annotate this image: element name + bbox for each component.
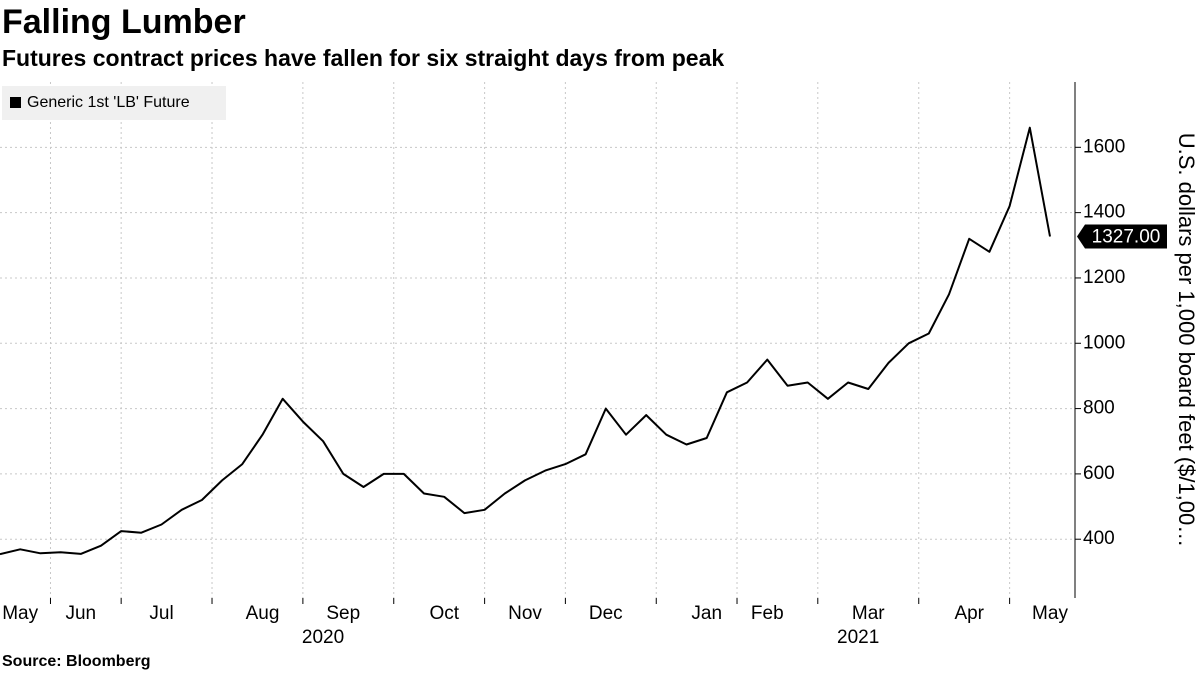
x-tick-label: Jul [149,603,173,624]
y-tick-label: 1000 [1083,332,1125,353]
x-tick-label: Sep [326,603,360,624]
last-value-box [1077,224,1167,249]
y-tick-label: 1200 [1083,267,1125,288]
y-tick-label: 1400 [1083,202,1125,223]
x-tick-label: Feb [751,603,784,624]
legend-swatch [10,97,21,108]
x-tick-label: Apr [954,603,984,624]
chart-title: Falling Lumber [2,3,246,41]
x-tick-label: May [1032,603,1068,624]
x-tick-label: Jan [691,603,722,624]
y-tick-label: 600 [1083,463,1115,484]
source-note: Source: Bloomberg [2,653,150,670]
x-tick-label: Nov [508,603,542,624]
legend-label: Generic 1st 'LB' Future [27,94,190,111]
x-tick-label: Mar [852,603,885,624]
x-group-label: 2020 [302,627,344,648]
chart-subtitle: Futures contract prices have fallen for … [2,45,724,71]
y-tick-label: 400 [1083,528,1115,549]
y-axis-label: U.S. dollars per 1,000 board feet ($/1,0… [1174,133,1199,548]
last-value-label: 1327.00 [1092,226,1161,247]
x-tick-label: Oct [429,603,459,624]
x-tick-label: Dec [589,603,623,624]
x-tick-label: May [2,603,38,624]
x-tick-label: Aug [246,603,280,624]
y-tick-label: 1600 [1083,136,1125,157]
y-tick-label: 800 [1083,398,1115,419]
x-group-label: 2021 [837,627,879,648]
series-line [0,126,1051,556]
legend-box [2,86,226,120]
x-tick-label: Jun [65,603,96,624]
